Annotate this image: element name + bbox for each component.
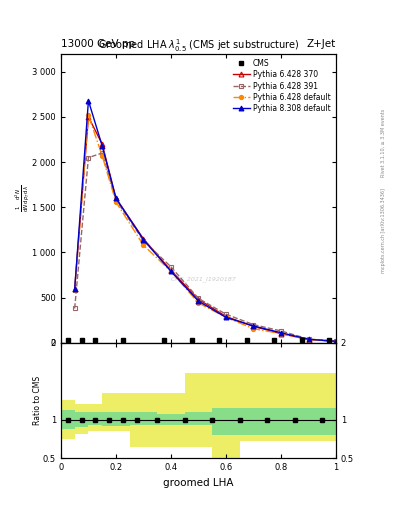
X-axis label: groomed LHA: groomed LHA <box>163 478 234 487</box>
Pythia 6.428 391 <box>334 338 338 344</box>
CMS <box>272 337 277 343</box>
Pythia 6.428 391 <box>114 197 118 203</box>
Pythia 8.308 default <box>114 195 118 201</box>
Pythia 6.428 370 <box>72 285 77 291</box>
Text: 13000 GeV pp: 13000 GeV pp <box>61 38 135 49</box>
Pythia 6.428 default <box>114 199 118 205</box>
Y-axis label: $\frac{1}{\mathrm{d}N}\frac{\mathrm{d}^2N}{\mathrm{d}\,p_T\mathrm{d}\,\lambda}$: $\frac{1}{\mathrm{d}N}\frac{\mathrm{d}^2… <box>13 184 31 212</box>
Pythia 6.428 391 <box>86 155 91 161</box>
Pythia 6.428 370 <box>334 338 338 345</box>
Pythia 8.308 default <box>251 323 256 329</box>
Title: Groomed LHA $\lambda^{1}_{0.5}$ (CMS jet substructure): Groomed LHA $\lambda^{1}_{0.5}$ (CMS jet… <box>98 37 299 54</box>
Pythia 6.428 default <box>141 242 146 248</box>
CMS <box>162 337 167 343</box>
Pythia 8.308 default <box>279 330 283 336</box>
Pythia 8.308 default <box>169 268 173 274</box>
Pythia 6.428 default <box>169 268 173 274</box>
Text: Rivet 3.1.10, ≥ 3.3M events: Rivet 3.1.10, ≥ 3.3M events <box>381 109 386 178</box>
Pythia 6.428 391 <box>306 336 311 342</box>
Pythia 8.308 default <box>72 286 77 292</box>
CMS <box>120 337 125 343</box>
Pythia 6.428 370 <box>224 313 228 319</box>
CMS <box>189 337 194 343</box>
Pythia 6.428 default <box>224 314 228 321</box>
Pythia 6.428 370 <box>86 114 91 120</box>
Pythia 6.428 391 <box>100 150 105 156</box>
CMS <box>217 337 222 343</box>
Pythia 6.428 391 <box>169 264 173 270</box>
Pythia 6.428 default <box>279 331 283 337</box>
Text: CMS_2021_I1920187: CMS_2021_I1920187 <box>171 276 237 282</box>
Pythia 8.308 default <box>100 143 105 149</box>
Pythia 6.428 391 <box>141 238 146 244</box>
Pythia 6.428 default <box>334 338 338 345</box>
Pythia 6.428 default <box>86 112 91 118</box>
CMS <box>65 337 70 343</box>
Pythia 6.428 391 <box>196 295 201 302</box>
CMS <box>299 337 304 343</box>
Pythia 8.308 default <box>196 298 201 304</box>
Line: CMS: CMS <box>66 338 331 342</box>
CMS <box>79 337 84 343</box>
Pythia 6.428 391 <box>72 305 77 311</box>
Y-axis label: Ratio to CMS: Ratio to CMS <box>33 376 42 425</box>
Pythia 8.308 default <box>86 98 91 104</box>
Pythia 6.428 391 <box>251 322 256 328</box>
Pythia 8.308 default <box>306 336 311 343</box>
Line: Pythia 8.308 default: Pythia 8.308 default <box>72 98 338 344</box>
Pythia 6.428 370 <box>114 195 118 201</box>
Pythia 6.428 370 <box>196 296 201 303</box>
Text: mcplots.cern.ch [arXiv:1306.3436]: mcplots.cern.ch [arXiv:1306.3436] <box>381 188 386 273</box>
Pythia 6.428 370 <box>141 236 146 242</box>
Line: Pythia 6.428 default: Pythia 6.428 default <box>73 113 338 344</box>
Pythia 6.428 370 <box>169 267 173 273</box>
Pythia 6.428 370 <box>306 336 311 343</box>
Pythia 6.428 370 <box>279 331 283 337</box>
Line: Pythia 6.428 370: Pythia 6.428 370 <box>72 115 338 344</box>
CMS <box>327 337 332 343</box>
Pythia 8.308 default <box>334 338 338 345</box>
Pythia 6.428 391 <box>279 328 283 334</box>
Pythia 6.428 default <box>72 287 77 293</box>
Pythia 8.308 default <box>224 314 228 321</box>
Pythia 6.428 370 <box>251 324 256 330</box>
Pythia 6.428 370 <box>100 141 105 147</box>
Pythia 6.428 391 <box>224 311 228 317</box>
Pythia 6.428 default <box>100 153 105 159</box>
Pythia 6.428 default <box>306 336 311 343</box>
CMS <box>93 337 97 343</box>
Line: Pythia 6.428 391: Pythia 6.428 391 <box>72 151 338 344</box>
CMS <box>244 337 249 343</box>
Text: Z+Jet: Z+Jet <box>307 38 336 49</box>
Pythia 8.308 default <box>141 237 146 243</box>
Legend: CMS, Pythia 6.428 370, Pythia 6.428 391, Pythia 6.428 default, Pythia 8.308 defa: CMS, Pythia 6.428 370, Pythia 6.428 391,… <box>231 57 332 115</box>
Pythia 6.428 default <box>196 300 201 306</box>
Pythia 6.428 default <box>251 326 256 332</box>
